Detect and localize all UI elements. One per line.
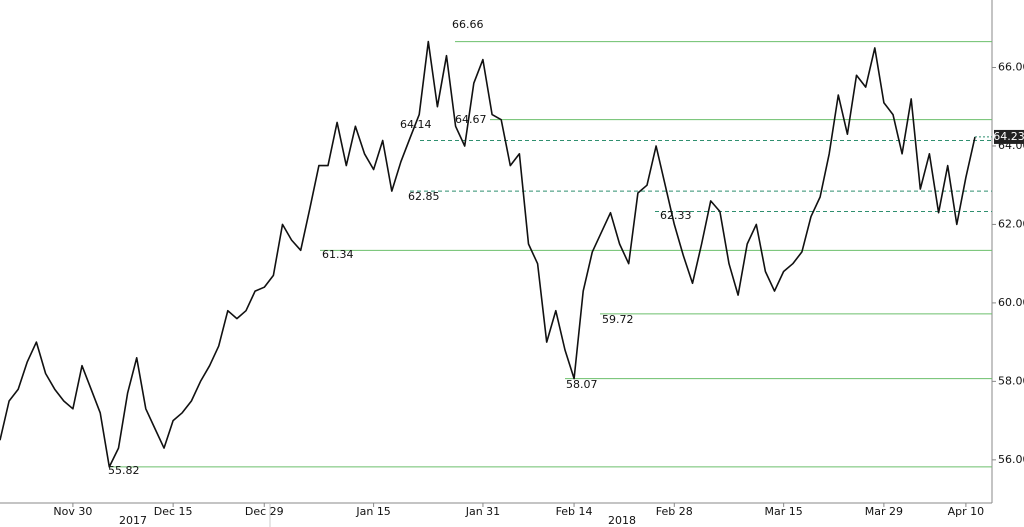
level-label: 58.07 bbox=[566, 378, 598, 391]
x-tick-label: Jan 15 bbox=[355, 505, 390, 518]
last-value-label: 64.23 bbox=[993, 130, 1024, 143]
y-tick-label: 60.00 bbox=[998, 296, 1024, 309]
x-tick-label: Nov 30 bbox=[53, 505, 92, 518]
price-line bbox=[0, 40, 976, 468]
level-label: 66.66 bbox=[452, 18, 484, 31]
y-tick-label: 58.00 bbox=[998, 374, 1024, 387]
level-label: 62.33 bbox=[660, 209, 692, 222]
level-label: 59.72 bbox=[602, 313, 634, 326]
level-label: 61.34 bbox=[322, 248, 354, 261]
x-tick-label: Feb 14 bbox=[556, 505, 593, 518]
y-tick-label: 62.00 bbox=[998, 217, 1024, 230]
x-tick-label: Dec 29 bbox=[245, 505, 284, 518]
y-tick-label: 56.00 bbox=[998, 453, 1024, 466]
last-value-box bbox=[994, 129, 1024, 144]
x-tick-label: Jan 31 bbox=[465, 505, 500, 518]
level-label: 55.82 bbox=[108, 464, 140, 477]
year-label: 2018 bbox=[608, 514, 636, 527]
level-label: 62.85 bbox=[408, 190, 440, 203]
x-tick-label: Mar 29 bbox=[865, 505, 903, 518]
x-tick-label: Mar 15 bbox=[765, 505, 803, 518]
x-tick-label: Dec 15 bbox=[154, 505, 193, 518]
x-tick-label: Apr 10 bbox=[948, 505, 985, 518]
y-tick-label: 66.00 bbox=[998, 60, 1024, 73]
level-label: 64.67 bbox=[455, 113, 487, 126]
year-label: 2017 bbox=[119, 514, 147, 527]
x-tick-label: Feb 28 bbox=[656, 505, 693, 518]
